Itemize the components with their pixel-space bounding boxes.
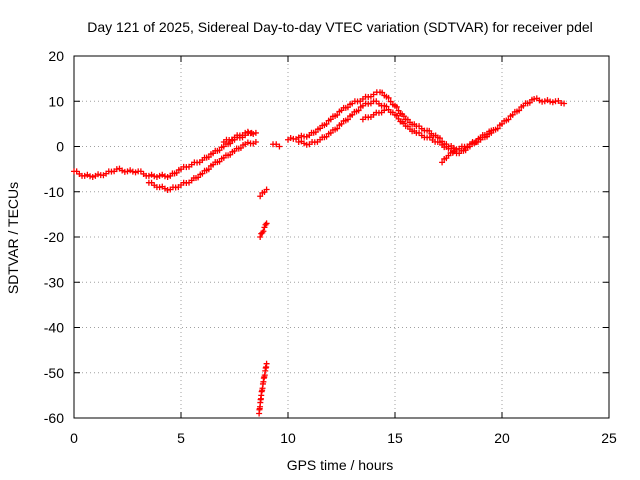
y-tick-label: 20 (48, 48, 64, 64)
data-point (129, 168, 136, 175)
y-tick-label: -50 (44, 365, 64, 381)
data-point (145, 172, 152, 179)
data-point (242, 129, 249, 136)
data-point (164, 173, 171, 180)
data-point (547, 98, 554, 105)
data-point (287, 135, 294, 142)
data-point (488, 127, 495, 134)
data-marks (71, 89, 568, 417)
data-point (385, 94, 392, 101)
series-track-mid (285, 89, 568, 153)
series-track-short (359, 107, 458, 166)
data-point (263, 360, 270, 367)
data-point (439, 159, 446, 166)
data-point (263, 220, 270, 227)
data-point (132, 169, 139, 176)
y-tick-label: -40 (44, 320, 64, 336)
x-tick-label: 10 (280, 430, 296, 446)
data-point (298, 132, 305, 139)
x-axis-label: GPS time / hours (287, 457, 394, 473)
y-tick-label: -60 (44, 410, 64, 426)
series-track-dip (145, 138, 259, 193)
y-axis-label: SDTVAR / TECUs (5, 182, 21, 294)
data-point (89, 173, 96, 180)
x-tick-label: 25 (601, 430, 617, 446)
y-tick-label: -30 (44, 274, 64, 290)
data-point (383, 103, 390, 110)
data-point (387, 98, 394, 105)
axis-ticks: 0 5 10 15 20 25 20 10 0 -10 -20 -30 -40 -50 -60 (44, 48, 617, 446)
data-point (153, 173, 160, 180)
data-point (95, 171, 102, 178)
data-point (473, 139, 480, 146)
y-tick-label: 10 (48, 93, 64, 109)
series-track-main (71, 129, 255, 180)
data-point (301, 140, 308, 147)
data-point (87, 173, 94, 180)
y-tick-label: -10 (44, 184, 64, 200)
x-tick-label: 5 (177, 430, 185, 446)
data-point (381, 107, 388, 114)
data-point (549, 99, 556, 106)
data-point (323, 121, 330, 128)
y-tick-label: -20 (44, 229, 64, 245)
data-point (393, 112, 400, 119)
data-point (257, 234, 264, 240)
x-tick-label: 15 (387, 430, 403, 446)
series-track-gap (256, 141, 283, 417)
data-point (334, 125, 341, 132)
data-point (355, 107, 362, 114)
data-point (257, 193, 264, 200)
data-point (260, 228, 267, 235)
data-point (276, 143, 283, 150)
data-point (370, 91, 377, 98)
data-point (205, 166, 212, 173)
data-point (561, 100, 568, 107)
data-point (516, 107, 523, 114)
data-point (161, 173, 168, 180)
data-point (263, 186, 270, 193)
x-tick-label: 20 (494, 430, 510, 446)
y-tick-label: 0 (56, 139, 64, 155)
data-point (151, 173, 158, 180)
x-tick-label: 0 (70, 430, 78, 446)
data-point (252, 138, 259, 145)
data-point (124, 168, 131, 175)
data-point (250, 130, 257, 137)
data-point (81, 172, 88, 179)
series-track-upper (220, 128, 259, 145)
data-point (161, 185, 168, 192)
data-point (541, 98, 548, 105)
data-point (247, 130, 254, 137)
data-point (395, 107, 402, 114)
data-point (244, 139, 251, 146)
data-point (505, 116, 512, 123)
data-point (536, 97, 543, 104)
chart-title: Day 121 of 2025, Sidereal Day-to-day VTE… (87, 19, 593, 35)
data-point (119, 167, 126, 174)
data-point (252, 129, 259, 136)
data-point (334, 111, 341, 118)
data-point (156, 172, 163, 179)
data-point (344, 116, 351, 123)
data-point (400, 113, 407, 120)
data-point (494, 125, 501, 132)
series-track-mid-b (295, 98, 495, 157)
data-point (451, 148, 458, 155)
data-point (393, 103, 400, 110)
data-point (273, 141, 280, 148)
